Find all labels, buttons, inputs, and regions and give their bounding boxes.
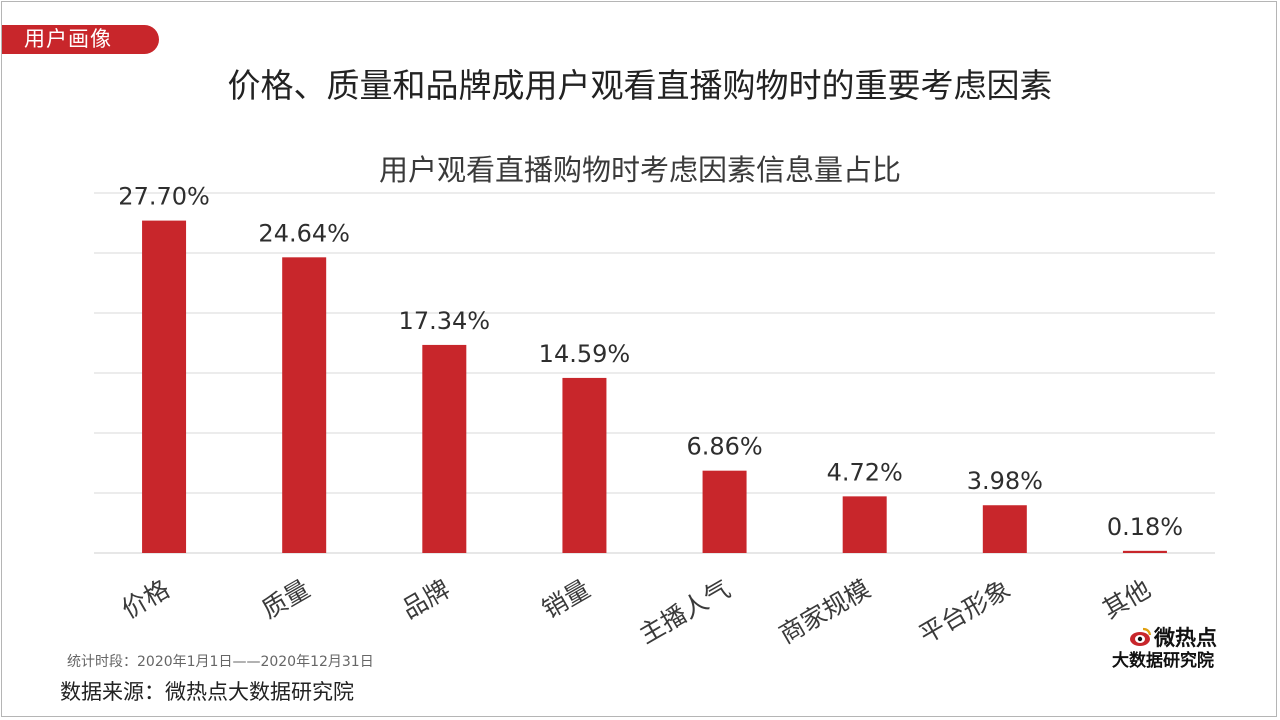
category-label: 价格 — [117, 574, 175, 624]
data-source: 数据来源：微热点大数据研究院 — [60, 680, 354, 704]
bar-value-label: 0.18% — [1107, 513, 1183, 541]
logo-brand: 微热点 — [1154, 626, 1217, 650]
category-label: 商家规模 — [774, 574, 875, 649]
bar-value-label: 27.70% — [118, 183, 210, 211]
bars — [142, 220, 1167, 553]
bar — [702, 470, 747, 553]
bar-value-label: 14.59% — [539, 340, 631, 368]
category-label: 平台形象 — [914, 574, 1015, 649]
category-label: 其他 — [1098, 574, 1156, 624]
section-tag: 用户画像 — [2, 25, 159, 54]
bar-value-label: 24.64% — [258, 219, 350, 247]
category-label: 质量 — [257, 574, 315, 624]
chart-title: 用户观看直播购物时考虑因素信息量占比 — [379, 153, 901, 187]
page-title: 价格、质量和品牌成用户观看直播购物时的重要考虑因素 — [227, 66, 1053, 105]
footnote: 统计时段：2020年1月1日——2020年12月31日 — [67, 654, 374, 670]
bar — [982, 505, 1027, 553]
category-label: 品牌 — [397, 574, 455, 624]
category-label: 主播人气 — [634, 574, 735, 649]
brand-logo: 微热点 大数据研究院 — [1112, 622, 1242, 672]
bar — [562, 377, 607, 553]
grid-lines — [94, 192, 1215, 554]
bar — [282, 257, 327, 553]
bar — [142, 220, 187, 553]
category-label: 销量 — [537, 574, 595, 624]
bar-value-label: 3.98% — [967, 467, 1043, 495]
bar-value-label: 17.34% — [399, 307, 491, 335]
category-labels: 价格 质量 品牌 销量 主播人气 商家规模 平台形象 其他 — [117, 574, 1156, 649]
weibo-eye-icon — [1128, 626, 1152, 648]
value-labels: 27.70% 24.64% 17.34% 14.59% 6.86% 4.72% 3.98% 0… — [118, 183, 1183, 541]
bar-value-label: 6.86% — [686, 433, 762, 461]
bar — [842, 496, 887, 553]
bar — [422, 344, 467, 553]
logo-subtitle: 大数据研究院 — [1112, 651, 1214, 671]
bar — [1122, 550, 1167, 553]
bar-value-label: 4.72% — [827, 458, 903, 486]
